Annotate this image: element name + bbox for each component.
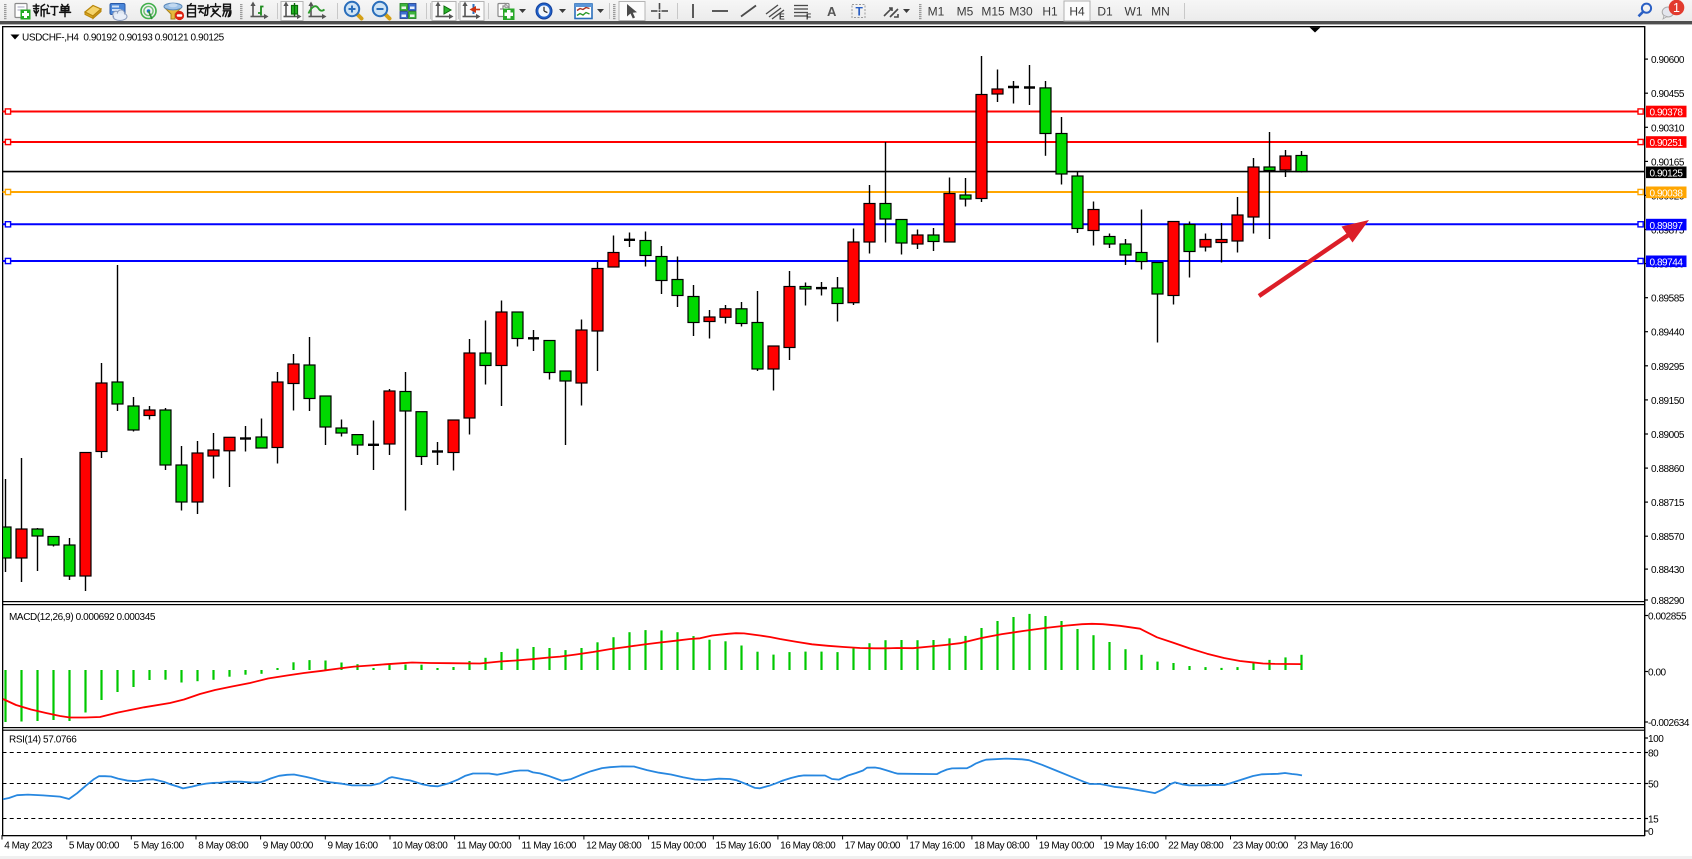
- svg-text:100: 100: [1648, 734, 1664, 745]
- svg-text:0.89897: 0.89897: [1650, 221, 1684, 232]
- svg-text:A: A: [827, 4, 837, 19]
- svg-text:0.89744: 0.89744: [1650, 258, 1684, 269]
- svg-text:11 May 00:00: 11 May 00:00: [457, 841, 512, 852]
- svg-text:0.90038: 0.90038: [1650, 189, 1684, 200]
- svg-text:11 May 16:00: 11 May 16:00: [522, 841, 577, 852]
- svg-text:12 May 08:00: 12 May 08:00: [586, 841, 642, 852]
- svg-text:9 May 16:00: 9 May 16:00: [328, 841, 379, 852]
- svg-text:0.88570: 0.88570: [1651, 532, 1685, 543]
- svg-text:23 May 16:00: 23 May 16:00: [1297, 841, 1353, 852]
- svg-text:9 May 00:00: 9 May 00:00: [263, 841, 314, 852]
- svg-text:10 May 08:00: 10 May 08:00: [392, 841, 448, 852]
- svg-text:0.89440: 0.89440: [1651, 328, 1685, 339]
- svg-text:E: E: [779, 12, 785, 22]
- svg-text:50: 50: [1648, 780, 1659, 791]
- svg-text:-0.002634: -0.002634: [1648, 718, 1690, 729]
- svg-text:0.89295: 0.89295: [1651, 362, 1685, 373]
- svg-text:H1: H1: [1042, 5, 1058, 19]
- svg-text:22 May 08:00: 22 May 08:00: [1168, 841, 1224, 852]
- svg-text:5 May 16:00: 5 May 16:00: [134, 841, 185, 852]
- svg-text:17 May 16:00: 17 May 16:00: [909, 841, 965, 852]
- svg-text:8 May 08:00: 8 May 08:00: [198, 841, 249, 852]
- svg-text:18 May 08:00: 18 May 08:00: [974, 841, 1030, 852]
- svg-text:0.90455: 0.90455: [1651, 89, 1685, 100]
- svg-text:15 May 16:00: 15 May 16:00: [716, 841, 772, 852]
- svg-text:0.88715: 0.88715: [1651, 498, 1685, 509]
- svg-text:MN: MN: [1151, 5, 1170, 19]
- svg-text:0.002855: 0.002855: [1648, 612, 1687, 623]
- svg-text:0.90600: 0.90600: [1651, 55, 1685, 66]
- svg-text:MACD(12,26,9) 0.000692 0.00034: MACD(12,26,9) 0.000692 0.000345: [9, 612, 156, 623]
- svg-text:0.90310: 0.90310: [1651, 123, 1685, 134]
- svg-text:19 May 16:00: 19 May 16:00: [1103, 841, 1159, 852]
- svg-text:0.88860: 0.88860: [1651, 464, 1685, 475]
- svg-text:23 May 00:00: 23 May 00:00: [1233, 841, 1289, 852]
- svg-text:15 May 00:00: 15 May 00:00: [651, 841, 707, 852]
- svg-text:RSI(14) 57.0766: RSI(14) 57.0766: [9, 735, 77, 746]
- svg-text:M1: M1: [928, 5, 945, 19]
- svg-text:0.88430: 0.88430: [1651, 565, 1685, 576]
- svg-text:0.90125: 0.90125: [1650, 169, 1684, 180]
- svg-text:H4: H4: [1069, 5, 1085, 19]
- svg-text:D1: D1: [1097, 5, 1113, 19]
- svg-text:0: 0: [1648, 827, 1654, 838]
- svg-text:16 May 08:00: 16 May 08:00: [780, 841, 836, 852]
- svg-text:M15: M15: [981, 5, 1005, 19]
- svg-text:5 May 00:00: 5 May 00:00: [69, 841, 120, 852]
- svg-text:M30: M30: [1009, 5, 1033, 19]
- svg-text:M5: M5: [957, 5, 974, 19]
- svg-text:0.00: 0.00: [1648, 668, 1667, 679]
- svg-text:F: F: [806, 12, 811, 22]
- svg-text:4 May 2023: 4 May 2023: [4, 841, 53, 852]
- svg-text:W1: W1: [1125, 5, 1143, 19]
- svg-text:0.89875: 0.89875: [1651, 226, 1685, 237]
- svg-text:0.89585: 0.89585: [1651, 294, 1685, 305]
- svg-text:0.90165: 0.90165: [1651, 157, 1685, 168]
- svg-text:80: 80: [1648, 749, 1659, 760]
- svg-text:0.89005: 0.89005: [1651, 430, 1685, 441]
- svg-text:15: 15: [1648, 815, 1659, 826]
- svg-text:0.90251: 0.90251: [1650, 138, 1684, 149]
- svg-text:0.88290: 0.88290: [1651, 596, 1685, 607]
- svg-text:USDCHF-,H4 0.90192 0.90193 0.: USDCHF-,H4 0.90192 0.90193 0.90121 0.901…: [22, 33, 225, 44]
- svg-text:17 May 00:00: 17 May 00:00: [845, 841, 901, 852]
- svg-text:19 May 00:00: 19 May 00:00: [1039, 841, 1095, 852]
- svg-text:0.90378: 0.90378: [1650, 108, 1684, 119]
- svg-text:0.89150: 0.89150: [1651, 396, 1685, 407]
- svg-text:T: T: [856, 5, 864, 19]
- svg-text:1: 1: [1673, 1, 1680, 15]
